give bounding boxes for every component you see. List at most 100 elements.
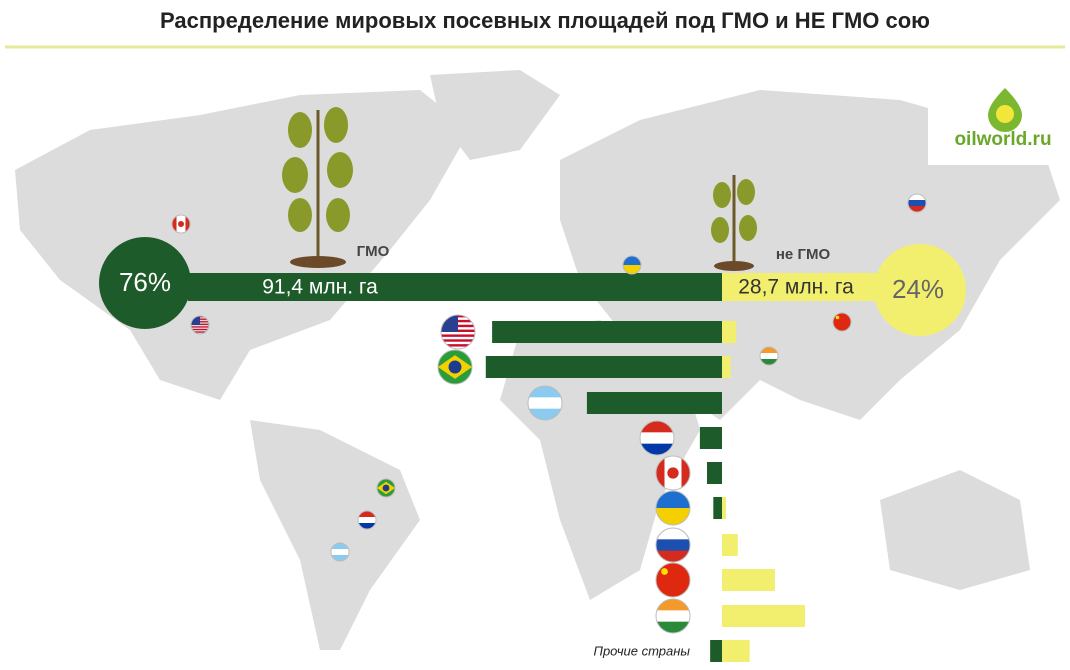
bar-gmo — [586, 392, 722, 414]
flag-stripe — [656, 539, 690, 552]
flag — [527, 385, 563, 421]
flag — [655, 490, 691, 526]
flag-stripe — [656, 599, 690, 611]
total-bar-non-gmo — [722, 273, 890, 301]
flag-body — [656, 491, 690, 525]
flag-stripe — [358, 523, 376, 529]
flag-rim — [655, 562, 691, 598]
bar-gmo — [713, 497, 722, 519]
chart-title: Распределение мировых посевных площадей … — [160, 8, 930, 33]
flag — [437, 349, 473, 385]
flag-body — [908, 194, 926, 212]
flag-stripe — [640, 443, 674, 455]
flag-stripe — [656, 528, 690, 540]
flag-stripe — [760, 353, 778, 360]
flag-body — [656, 599, 690, 633]
flag-body — [438, 350, 472, 384]
plant-non-gmo — [711, 175, 757, 271]
flag — [655, 455, 691, 491]
flag-body — [331, 543, 349, 561]
total-label: 91,4 млн. га — [262, 276, 378, 299]
flag-stripe — [191, 326, 209, 328]
bar-gmo — [485, 356, 722, 378]
flag-rim — [655, 598, 691, 634]
flag-stripe — [528, 386, 562, 398]
flag-star — [835, 315, 840, 320]
flag-body — [172, 215, 190, 233]
flag — [357, 510, 377, 530]
bar-non-gmo — [722, 321, 737, 343]
flag-body — [656, 456, 690, 490]
share-label: 24% — [892, 274, 944, 304]
flag-stripe — [760, 347, 778, 354]
flag-stripe — [908, 194, 926, 201]
flag-body — [656, 528, 690, 562]
flag-stripe — [191, 328, 209, 331]
flag-body — [377, 479, 395, 497]
flag — [622, 255, 642, 275]
flag-stripe — [528, 408, 562, 420]
flag-stripe — [358, 511, 376, 518]
flag-stripe — [441, 334, 475, 337]
title-bar — [0, 0, 1070, 48]
flag-body — [833, 313, 851, 331]
flag-rim — [655, 490, 691, 526]
flag-body — [358, 511, 376, 529]
flag-stripe — [623, 265, 641, 274]
flag — [440, 314, 476, 350]
logo: oilworld.ru — [928, 80, 1068, 165]
legend-label: ГМО — [357, 243, 390, 260]
flag-stripe — [441, 339, 475, 342]
flag-stripe — [191, 331, 209, 333]
flag-rim — [622, 255, 642, 275]
total-bar-gmo — [188, 273, 722, 301]
logo-text: oilworld.ru — [954, 129, 1051, 150]
flag — [832, 312, 852, 332]
flag-rim — [655, 527, 691, 563]
flag-canton — [191, 316, 200, 325]
flag-field — [656, 563, 690, 597]
bar-gmo — [710, 640, 722, 662]
flag — [907, 193, 927, 213]
bar-non-gmo — [722, 605, 805, 627]
flag-stripe — [623, 256, 641, 266]
bar-gmo — [699, 427, 722, 449]
flag-stripe — [640, 432, 674, 445]
flag-stripe — [331, 543, 349, 550]
flag-rim — [440, 314, 476, 350]
bar-non-gmo — [722, 569, 775, 591]
category-label: Прочие страны — [594, 643, 691, 658]
flag-rim — [527, 385, 563, 421]
flag-body — [640, 421, 674, 455]
flag — [639, 420, 675, 456]
flag-body — [191, 316, 209, 333]
flag-body — [656, 563, 690, 597]
flag-stripe — [331, 555, 349, 561]
flag-rim — [357, 510, 377, 530]
bar-non-gmo — [722, 497, 726, 519]
flag-stripe — [656, 610, 690, 623]
flag — [171, 214, 191, 234]
flag — [190, 315, 210, 335]
flag-stripe — [908, 206, 926, 212]
flag — [655, 598, 691, 634]
flag-leaf — [178, 221, 184, 227]
flag-rim — [437, 349, 473, 385]
share-label: 76% — [119, 267, 171, 297]
flag-globe — [448, 360, 462, 374]
flag-stripe — [528, 397, 562, 410]
legend-label: не ГМО — [776, 246, 831, 263]
bar-non-gmo — [722, 534, 738, 556]
flag-leaf — [667, 467, 679, 479]
flag-rim — [907, 193, 927, 213]
share-circle-gmo — [99, 237, 191, 329]
flag-globe — [382, 484, 390, 492]
flag-star — [661, 568, 668, 575]
flag-stripe — [760, 359, 778, 365]
flag-stripe — [908, 200, 926, 207]
flag-stripe — [640, 421, 674, 433]
logo-drop-inner — [996, 105, 1014, 123]
flag-body — [760, 347, 778, 365]
